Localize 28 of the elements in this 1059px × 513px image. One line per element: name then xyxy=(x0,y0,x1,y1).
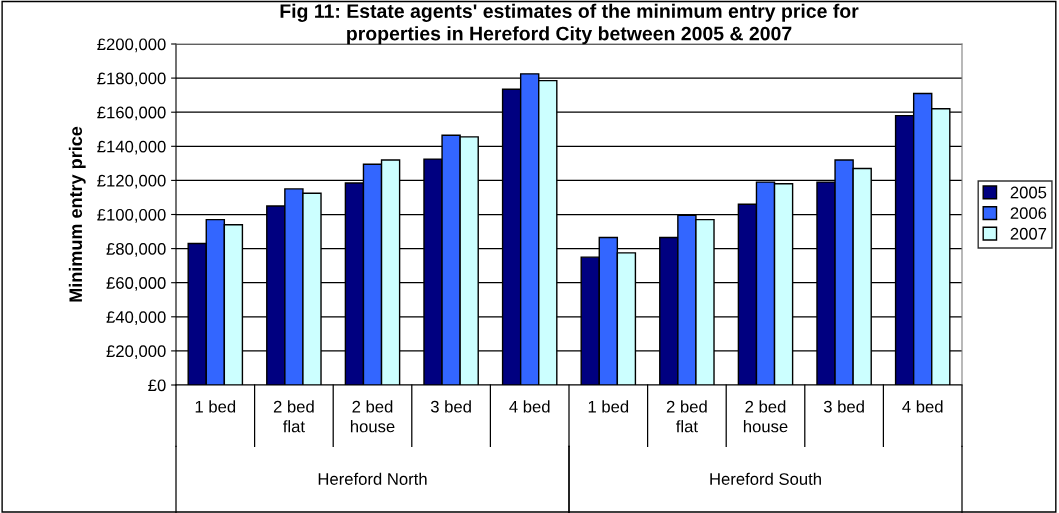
text: Hereford South xyxy=(710,472,821,485)
y-tick-label: £40,000 xyxy=(106,311,166,325)
x-tick-label: 4 bed xyxy=(509,400,550,413)
legend-label: 2005 xyxy=(1010,186,1047,199)
legend-label: 2007 xyxy=(1010,227,1047,240)
legend-label: 2006 xyxy=(1010,207,1047,220)
y-tick-label: £120,000 xyxy=(97,174,166,189)
y-tick-label: £20,000 xyxy=(106,345,166,360)
x-tick-label: 1 bed xyxy=(588,400,629,413)
x-tick-label: 4 bed xyxy=(902,400,943,413)
y-tick-label: £180,000 xyxy=(97,72,166,87)
y-tick-label: £80,000 xyxy=(106,243,166,257)
y-tick-label: £100,000 xyxy=(97,208,166,223)
y-tick-label: £0 xyxy=(148,379,166,392)
x-tick-label: 2 bed house xyxy=(350,400,395,433)
y-tick-label: £140,000 xyxy=(97,140,166,155)
x-tick-label: 2 bed flat xyxy=(273,400,314,433)
chart-title: Fig 11: Estate agents' estimates of the minimum entry price for properties in Hereford City between 2005 & 2007 xyxy=(280,3,859,45)
x-tick-label: 1 bed xyxy=(195,400,236,413)
x-tick-label: 3 bed xyxy=(430,400,471,413)
x-tick-label: 2 bed house xyxy=(743,400,788,433)
y-axis-title: Minimum entry price xyxy=(68,126,86,302)
x-tick-label: 2 bed flat xyxy=(666,400,707,433)
y-tick-label: £200,000 xyxy=(97,38,166,53)
y-tick-label: £160,000 xyxy=(97,106,166,121)
text: Hereford North xyxy=(318,472,427,485)
y-tick-label: £60,000 xyxy=(106,277,166,291)
x-tick-label: 3 bed xyxy=(823,400,864,413)
